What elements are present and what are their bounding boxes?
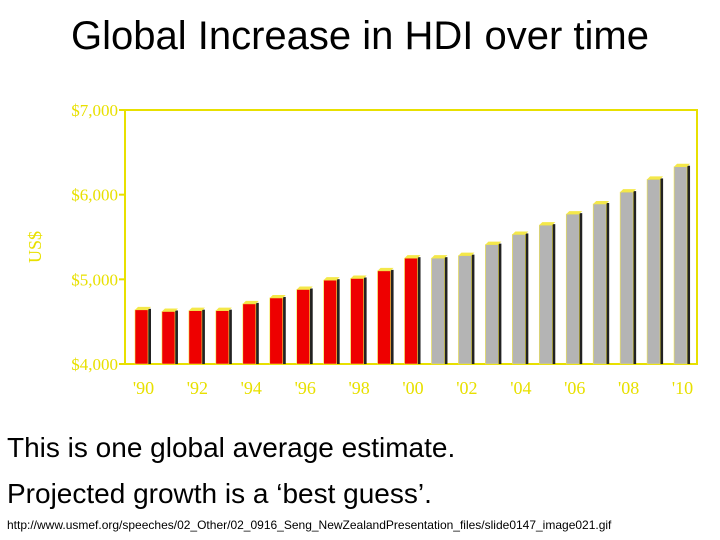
x-tick-label: '06 <box>564 378 585 398</box>
bar-top <box>566 211 583 215</box>
chart-svg: $4,000 $5,000 $6,000 $7,000 US$ '90 '92 '94 '96 '… <box>25 101 698 398</box>
bar-projected-2005 <box>538 224 553 365</box>
bar-projected-2009 <box>646 179 661 365</box>
x-tick-label: '04 <box>510 378 531 398</box>
y-tick-label: $4,000 <box>71 355 118 374</box>
bar-top <box>377 267 394 271</box>
bar-top <box>539 222 556 226</box>
y-tick-label: $7,000 <box>71 101 118 120</box>
bar-projected-2010 <box>673 166 688 365</box>
x-tick-label: '90 <box>133 378 154 398</box>
x-tick-label: '92 <box>187 378 208 398</box>
bar-actual-1993 <box>215 310 230 365</box>
bar-top <box>350 275 367 279</box>
x-tick-label: '94 <box>241 378 262 398</box>
bar-top <box>161 308 178 312</box>
note-global-estimate: This is one global average estimate. <box>7 432 456 463</box>
bar-actual-1990 <box>134 309 149 365</box>
bar-projected-2001 <box>431 257 445 365</box>
bar-top <box>431 255 448 259</box>
bar-projected-2006 <box>565 213 580 365</box>
source-url: http://www.usmef.org/speeches/02_Other/0… <box>7 518 612 532</box>
bar-actual-1992 <box>188 310 203 365</box>
bar-top <box>188 307 205 311</box>
bar-top <box>620 189 637 193</box>
bar-actual-1997 <box>323 279 337 365</box>
bar-projected-2003 <box>485 244 499 365</box>
y-tick-label: $6,000 <box>71 186 118 205</box>
bar-top <box>215 307 232 311</box>
bar-actual-2000 <box>404 257 418 365</box>
bar-top <box>593 200 610 204</box>
bar-top <box>674 163 691 167</box>
bar-top <box>242 300 259 304</box>
bar-actual-1991 <box>161 311 176 365</box>
x-tick-label: '00 <box>402 378 423 398</box>
bar-top <box>269 294 286 298</box>
x-tick-label: '98 <box>348 378 369 398</box>
bar-projected-2008 <box>619 191 634 365</box>
bar-actual-1999 <box>377 270 391 365</box>
bar-top <box>135 306 151 310</box>
bar-chart: $4,000 $5,000 $6,000 $7,000 US$ '90 '92 '94 '96 '… <box>0 90 720 405</box>
bar-top <box>458 252 475 256</box>
bar-top <box>404 255 421 259</box>
bar-top <box>323 277 340 281</box>
chart-title: Global Increase in HDI over time <box>70 14 649 58</box>
bar-top <box>296 286 313 290</box>
bar-projected-2002 <box>458 255 472 365</box>
note-projection: Projected growth is a ‘best guess’. <box>7 478 432 509</box>
x-tick-label: '96 <box>295 378 316 398</box>
bar-projected-2004 <box>512 234 526 365</box>
x-tick-label: '08 <box>618 378 639 398</box>
bar-top <box>647 176 664 180</box>
y-tick-label: $5,000 <box>71 270 118 289</box>
bar-actual-1998 <box>350 278 364 365</box>
y-axis-label: US$ <box>25 231 45 263</box>
bar-projected-2007 <box>592 203 607 365</box>
bar-top <box>485 241 502 245</box>
x-tick-label: '10 <box>672 378 693 398</box>
bar-actual-1994 <box>242 303 257 365</box>
x-tick-label: '02 <box>456 378 477 398</box>
bar-actual-1995 <box>269 297 284 365</box>
bar-actual-1996 <box>296 289 311 365</box>
bar-top <box>512 231 529 235</box>
